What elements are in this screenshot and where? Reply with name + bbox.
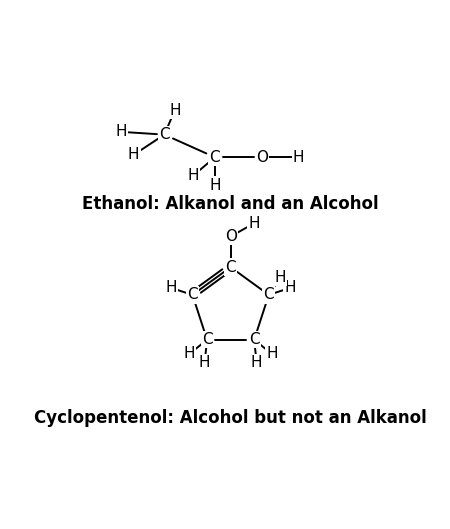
Text: Ethanol: Alkanol and an Alcohol: Ethanol: Alkanol and an Alcohol [82,195,379,213]
Text: H: H [199,355,211,370]
Text: H: H [251,355,262,370]
Text: H: H [165,280,177,295]
Text: O: O [256,150,268,165]
Text: H: H [115,124,126,139]
Text: C: C [187,287,198,303]
Text: H: H [184,346,195,361]
Text: C: C [202,332,212,347]
Text: H: H [209,178,220,193]
Text: H: H [293,150,304,165]
Text: C: C [249,332,260,347]
Text: H: H [266,346,278,361]
Text: C: C [263,287,274,303]
Text: H: H [187,168,199,183]
Text: H: H [248,216,260,231]
Text: H: H [128,148,140,162]
Text: H: H [284,280,296,295]
Text: H: H [169,103,180,118]
Text: H: H [274,270,286,285]
Text: O: O [225,229,237,244]
Text: Cyclopentenol: Alcohol but not an Alkanol: Cyclopentenol: Alcohol but not an Alkano… [34,409,427,427]
Text: C: C [225,260,236,275]
Text: C: C [159,127,170,142]
Text: C: C [210,150,220,165]
